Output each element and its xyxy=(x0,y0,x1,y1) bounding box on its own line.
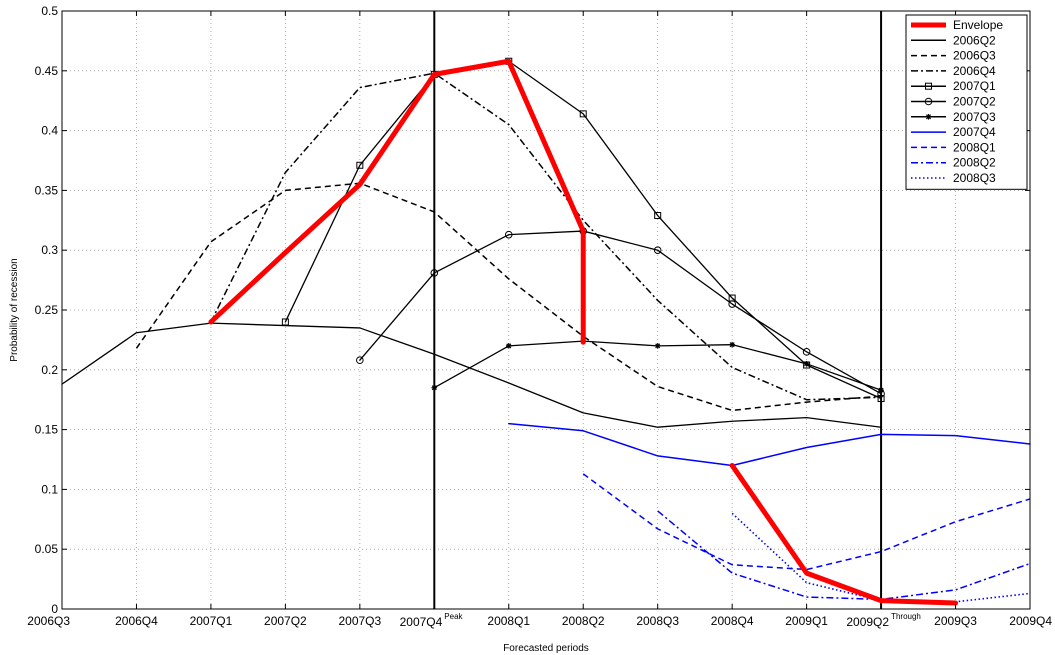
series-envelope-part2 xyxy=(729,462,959,606)
x-tick-label: 2008Q4 xyxy=(711,614,754,628)
series-2006q3-line xyxy=(135,182,882,412)
series-2007q1 xyxy=(281,57,885,403)
legend-item-2007q4: 2007Q4 xyxy=(911,125,996,139)
series-2007q2-line xyxy=(359,230,882,395)
x-tick-label: 2007Q3 xyxy=(338,614,381,628)
y-tick-label: 0.4 xyxy=(41,124,58,138)
legend-item-2006q2: 2006Q2 xyxy=(911,33,996,47)
legend-item-2008q1: 2008Q1 xyxy=(911,140,996,154)
series-2007q1-point xyxy=(877,395,885,403)
y-tick-label: 0.25 xyxy=(35,303,59,317)
series-envelope-line xyxy=(208,58,586,345)
legend-item-2007q2: 2007Q2 xyxy=(911,95,996,109)
x-tick-label: 2009Q2 xyxy=(846,615,889,629)
annotation-through: Through xyxy=(891,612,921,621)
legend: Envelope2006Q22006Q32006Q42007Q12007Q220… xyxy=(905,14,1028,190)
x-tick-label: 2006Q4 xyxy=(115,614,158,628)
legend-item-envelope: Envelope xyxy=(911,18,1003,32)
legend-label: 2006Q3 xyxy=(953,49,996,63)
legend-item-2006q3: 2006Q3 xyxy=(911,49,996,63)
axes: 0 0.05 0.1 0.15 0.2 0.25 0.3 0.35 0.4 0.45 0.5 2006… xyxy=(9,4,1052,654)
legend-item-2006q4: 2006Q4 xyxy=(911,64,996,78)
x-tick-label: 2008Q2 xyxy=(562,614,605,628)
series-2008q1-line xyxy=(582,473,1031,571)
series-2006q2-line xyxy=(61,322,882,428)
series-2007q1-point xyxy=(654,212,662,220)
legend-label: 2008Q1 xyxy=(953,140,996,154)
legend-label: 2007Q4 xyxy=(953,125,996,139)
legend-label: Envelope xyxy=(953,18,1003,32)
series-2007q3-point xyxy=(654,343,661,349)
event-lines xyxy=(433,11,883,609)
legend-label: 2007Q2 xyxy=(953,95,996,109)
legend-point xyxy=(925,82,932,90)
series-2007q1-point xyxy=(281,318,289,326)
series-2006q4 xyxy=(210,72,882,401)
series-2007q3-point xyxy=(803,361,810,367)
series-2008q1 xyxy=(582,473,1031,571)
series-lines xyxy=(61,57,1031,606)
y-tick-label: 0.2 xyxy=(41,363,58,377)
legend-item-2008q2: 2008Q2 xyxy=(911,156,996,170)
x-tick-label: 2007Q2 xyxy=(264,614,307,628)
annotation-peak: Peak xyxy=(444,612,463,621)
x-axis-title: Forecasted periods xyxy=(503,643,589,654)
legend-item-2007q1: 2007Q1 xyxy=(911,79,996,93)
series-2008q2-line xyxy=(657,510,1031,601)
y-tick-label: 0.05 xyxy=(35,542,59,556)
series-2007q3-point xyxy=(505,343,512,349)
series-2007q1-point xyxy=(579,110,587,118)
legend-item-2007q3: 2007Q3 xyxy=(911,110,996,124)
series-2007q2-point xyxy=(728,300,736,308)
x-tick-label: 2007Q4 xyxy=(400,615,443,629)
y-tick-label: 0.1 xyxy=(41,482,58,496)
series-2006q3 xyxy=(135,182,882,412)
series-envelope-part2-line xyxy=(729,462,959,606)
series-2006q4-line xyxy=(210,72,882,401)
series-2007q2-point xyxy=(356,356,364,365)
y-tick-label: 0.5 xyxy=(41,4,58,18)
x-tick-label: 2009Q4 xyxy=(1009,614,1052,628)
series-2008q2 xyxy=(657,510,1031,601)
y-tick-label: 0.45 xyxy=(35,64,59,78)
series-2007q2-point xyxy=(802,348,811,356)
series-2007q3-point xyxy=(878,387,884,393)
legend-point xyxy=(925,114,932,120)
x-tick-label: 2009Q3 xyxy=(934,614,977,628)
y-tick-label: 0 xyxy=(51,602,58,616)
series-2007q2-point xyxy=(430,269,439,277)
y-tick-label: 0.3 xyxy=(41,243,58,257)
series-2007q3-point xyxy=(431,384,438,391)
y-tick-label: 0.15 xyxy=(35,423,59,437)
legend-label: 2006Q4 xyxy=(953,64,996,78)
series-2007q2 xyxy=(356,227,885,398)
legend-item-2008q3: 2008Q3 xyxy=(911,171,996,185)
series-2007q1-line xyxy=(284,60,882,400)
grid xyxy=(62,11,1030,609)
x-tick-label: 2006Q3 xyxy=(27,614,70,628)
series-2007q4 xyxy=(508,422,1031,467)
x-tick-label: 2007Q1 xyxy=(190,614,233,628)
x-tick-label: 2009Q1 xyxy=(785,614,828,628)
legend-point xyxy=(924,97,933,106)
legend-label: 2006Q2 xyxy=(953,33,996,47)
legend-label: 2007Q1 xyxy=(953,79,996,93)
series-2007q2-point xyxy=(653,246,662,254)
series-2007q4-line xyxy=(508,422,1031,467)
y-axis-title: Probability of recession xyxy=(9,258,20,361)
legend-label: 2007Q3 xyxy=(953,110,996,124)
series-envelope xyxy=(208,58,586,345)
legend-label: 2008Q3 xyxy=(953,171,996,185)
x-tick-label: 2008Q3 xyxy=(636,614,679,628)
series-2007q3-point xyxy=(729,341,735,348)
legend-label: 2008Q2 xyxy=(953,156,996,170)
series-2007q2-point xyxy=(504,230,513,239)
series-2007q1-point xyxy=(356,161,364,169)
y-tick-label: 0.35 xyxy=(35,183,59,197)
series-2006q2 xyxy=(61,322,882,428)
x-tick-label: 2008Q1 xyxy=(487,614,530,628)
